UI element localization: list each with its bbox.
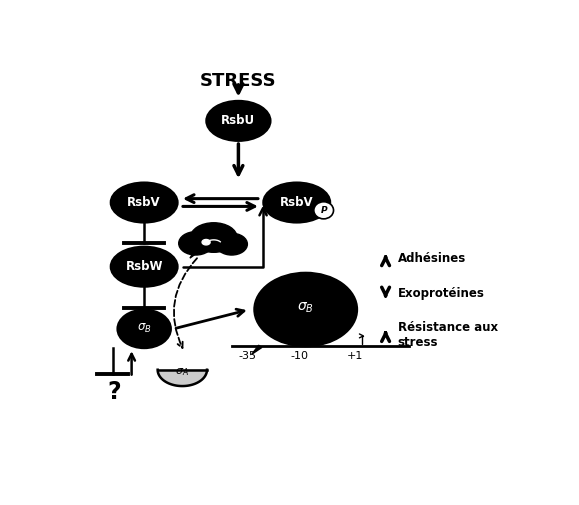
Text: -10: -10 (290, 351, 308, 361)
Text: RsbV: RsbV (127, 196, 161, 209)
Ellipse shape (263, 182, 331, 223)
Ellipse shape (111, 182, 178, 223)
Text: Résistance aux
stress: Résistance aux stress (398, 321, 498, 349)
Ellipse shape (179, 232, 213, 255)
Polygon shape (157, 370, 207, 386)
Ellipse shape (190, 223, 237, 252)
Text: RsbW: RsbW (126, 260, 163, 273)
Polygon shape (190, 251, 199, 258)
Text: $\sigma_B$: $\sigma_B$ (297, 300, 314, 315)
Polygon shape (202, 239, 210, 245)
Text: P: P (320, 206, 327, 215)
Ellipse shape (111, 246, 178, 287)
Polygon shape (252, 345, 262, 354)
Text: -35: -35 (239, 351, 256, 361)
Ellipse shape (216, 233, 247, 255)
Text: $\sigma_B$: $\sigma_B$ (137, 322, 152, 335)
Text: Exoprotéines: Exoprotéines (398, 287, 485, 300)
Text: Adhésines: Adhésines (398, 252, 466, 266)
Text: RsbV: RsbV (280, 196, 314, 209)
Ellipse shape (206, 100, 271, 141)
Circle shape (314, 202, 334, 219)
Text: ?: ? (107, 380, 121, 404)
Ellipse shape (117, 310, 171, 348)
Text: STRESS: STRESS (200, 72, 277, 90)
Ellipse shape (254, 273, 357, 346)
Text: RsbU: RsbU (221, 114, 255, 127)
Text: +1: +1 (347, 351, 363, 361)
Text: $\sigma_A$: $\sigma_A$ (175, 366, 189, 378)
